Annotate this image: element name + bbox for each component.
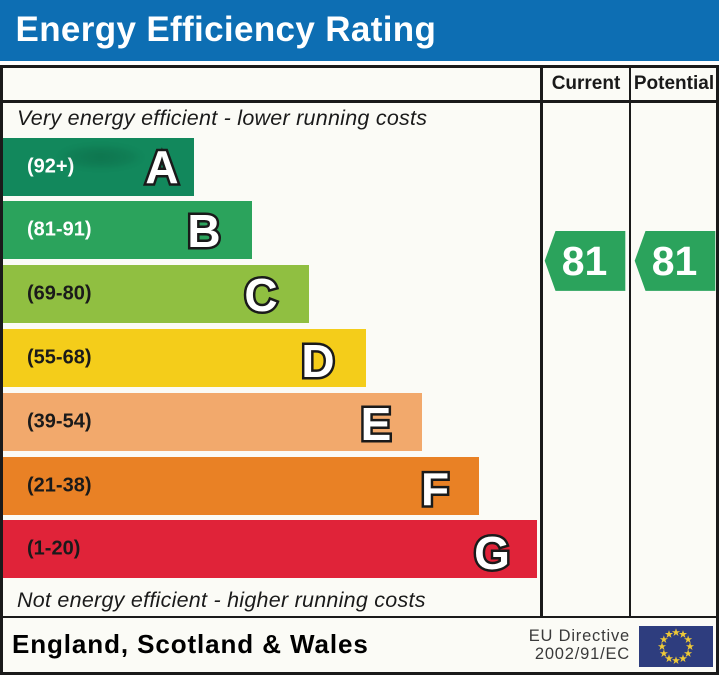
svg-text:E: E [360,398,391,450]
svg-text:D: D [301,335,334,387]
svg-text:F: F [421,463,449,515]
svg-text:G: G [474,527,510,579]
svg-text:C: C [244,269,277,321]
svg-text:A: A [145,141,178,193]
svg-text:B: B [187,205,220,257]
